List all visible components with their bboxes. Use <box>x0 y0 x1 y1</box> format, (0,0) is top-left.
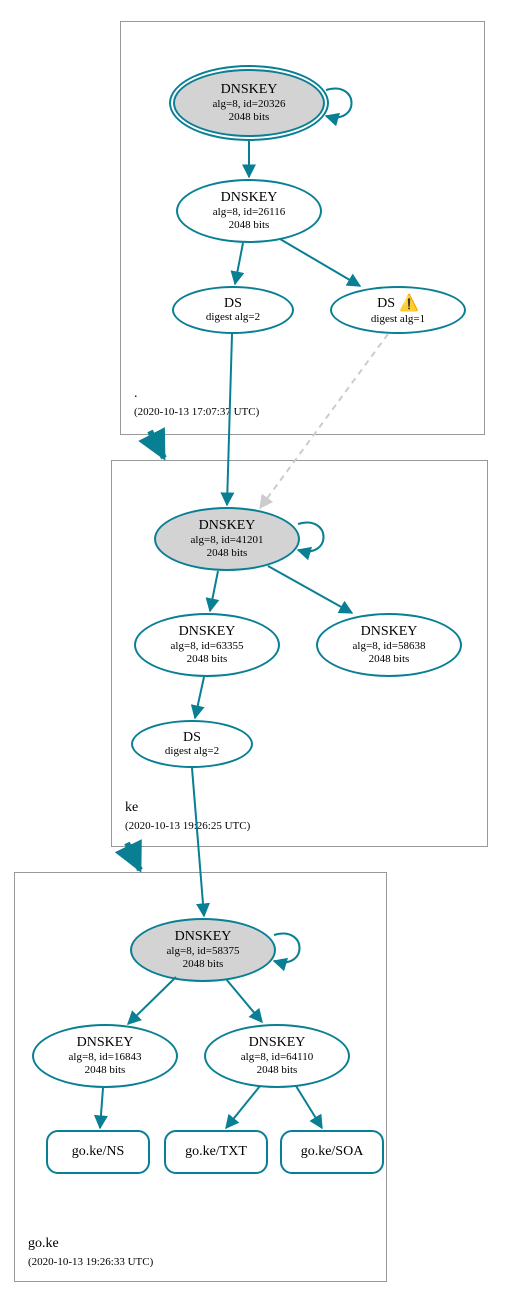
node-line3: 2048 bits <box>257 1064 298 1077</box>
node-title: DS <box>377 296 395 311</box>
node-line2: digest alg=2 <box>165 745 219 758</box>
node-title: DNSKEY <box>249 1035 306 1050</box>
node-title: go.ke/SOA <box>301 1144 364 1159</box>
zone-label-ke: ke <box>125 800 138 817</box>
node-root-zsk: DNSKEY alg=8, id=26116 2048 bits <box>176 179 322 243</box>
node-line3: 2048 bits <box>85 1064 126 1077</box>
warning-icon: ⚠️ <box>399 293 419 313</box>
node-root-ksk: DNSKEY alg=8, id=20326 2048 bits <box>173 69 325 137</box>
node-line3: 2048 bits <box>229 111 270 124</box>
node-goke-soa: go.ke/SOA <box>280 1130 384 1174</box>
node-line2: alg=8, id=20326 <box>213 98 286 111</box>
node-ke-ds: DS digest alg=2 <box>131 720 253 768</box>
node-title: go.ke/NS <box>72 1144 125 1159</box>
node-goke-zsk2: DNSKEY alg=8, id=64110 2048 bits <box>204 1024 350 1088</box>
node-line2: alg=8, id=64110 <box>241 1051 314 1064</box>
node-line2: alg=8, id=58638 <box>353 640 426 653</box>
node-line2: alg=8, id=41201 <box>191 534 264 547</box>
node-title: DNSKEY <box>221 190 278 205</box>
node-line3: 2048 bits <box>369 653 410 666</box>
node-line2: digest alg=2 <box>206 311 260 324</box>
node-title: DS <box>183 730 201 745</box>
node-line2: digest alg=1 <box>371 313 425 326</box>
node-ke-zsk2: DNSKEY alg=8, id=58638 2048 bits <box>316 613 462 677</box>
node-title: go.ke/TXT <box>185 1144 247 1159</box>
node-root-ds2: DS digest alg=2 <box>172 286 294 334</box>
zone-sublabel-ke: (2020-10-13 19:26:25 UTC) <box>125 820 250 832</box>
node-line2: alg=8, id=16843 <box>69 1051 142 1064</box>
node-goke-zsk1: DNSKEY alg=8, id=16843 2048 bits <box>32 1024 178 1088</box>
zone-sublabel-goke: (2020-10-13 19:26:33 UTC) <box>28 1256 153 1268</box>
node-line3: 2048 bits <box>187 653 228 666</box>
node-title: DNSKEY <box>221 82 278 97</box>
node-title: DS <box>224 296 242 311</box>
node-title: DNSKEY <box>175 929 232 944</box>
node-ke-ksk: DNSKEY alg=8, id=41201 2048 bits <box>154 507 300 571</box>
node-ke-zsk1: DNSKEY alg=8, id=63355 2048 bits <box>134 613 280 677</box>
node-title: DNSKEY <box>199 518 256 533</box>
node-title: DNSKEY <box>361 624 418 639</box>
node-line3: 2048 bits <box>207 547 248 560</box>
node-goke-ns: go.ke/NS <box>46 1130 150 1174</box>
zone-label-root: . <box>134 386 138 403</box>
node-title: DNSKEY <box>179 624 236 639</box>
node-goke-txt: go.ke/TXT <box>164 1130 268 1174</box>
node-line3: 2048 bits <box>229 219 270 232</box>
node-line2: alg=8, id=58375 <box>167 945 240 958</box>
node-title: DNSKEY <box>77 1035 134 1050</box>
node-line3: 2048 bits <box>183 958 224 971</box>
zone-sublabel-root: (2020-10-13 17:07:37 UTC) <box>134 406 259 418</box>
node-line2: alg=8, id=63355 <box>171 640 244 653</box>
node-root-ds1: DS ⚠️ digest alg=1 <box>330 286 466 334</box>
node-line2: alg=8, id=26116 <box>213 206 286 219</box>
node-goke-ksk: DNSKEY alg=8, id=58375 2048 bits <box>130 918 276 982</box>
zone-label-goke: go.ke <box>28 1236 59 1253</box>
